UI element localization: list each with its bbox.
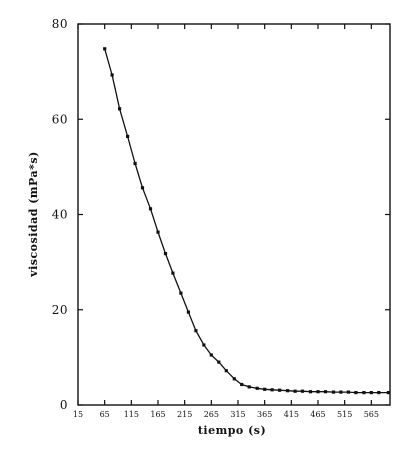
series-line — [104, 48, 389, 394]
data-point — [118, 107, 122, 111]
data-point — [202, 343, 206, 347]
data-point — [286, 389, 290, 393]
data-point — [377, 391, 381, 395]
x-tick-label: 165 — [150, 410, 165, 419]
x-tick-label: 365 — [257, 410, 272, 419]
data-point — [354, 391, 358, 395]
x-tick-label: 315 — [230, 410, 245, 419]
x-tick-label: 565 — [364, 410, 379, 419]
data-point — [148, 207, 153, 211]
data-point — [362, 391, 366, 395]
data-point — [323, 390, 328, 394]
x-tick-label: 115 — [124, 410, 139, 419]
y-axis-ticks: 0 20 40 60 80 — [52, 17, 390, 412]
data-point — [247, 385, 251, 389]
data-point — [255, 386, 259, 390]
plot-frame — [77, 23, 391, 406]
x-tick-label: 15 — [73, 410, 83, 419]
data-point — [232, 377, 236, 381]
data-point — [308, 390, 313, 394]
data-point — [171, 271, 175, 275]
data-point — [346, 390, 350, 394]
x-tick-label: 215 — [177, 410, 192, 419]
data-point — [186, 310, 190, 314]
data-point — [278, 388, 282, 392]
data-point — [209, 353, 213, 357]
data-point — [179, 291, 183, 295]
data-point — [224, 369, 228, 373]
x-tick-label: 465 — [310, 410, 325, 419]
x-tick-label: 265 — [204, 410, 219, 419]
data-point — [133, 161, 137, 166]
data-point — [126, 134, 130, 138]
data-point — [369, 391, 373, 395]
x-axis-ticks: 15 65 115 165 215 265 315 365 415 465 515 565 — [73, 24, 379, 419]
data-point — [386, 391, 390, 395]
y-tick-label: 60 — [52, 112, 68, 126]
series-layer — [103, 47, 390, 395]
y-tick-label: 0 — [60, 398, 68, 412]
data-point — [217, 360, 221, 364]
data-point — [103, 47, 107, 51]
data-point — [140, 186, 145, 190]
data-point — [194, 329, 198, 333]
x-tick-label: 515 — [337, 410, 352, 419]
y-tick-label: 80 — [52, 17, 68, 31]
y-tick-label: 40 — [52, 208, 68, 222]
data-point — [331, 390, 336, 394]
data-point — [240, 382, 244, 387]
y-tick-label: 20 — [52, 303, 68, 317]
data-point — [270, 388, 274, 392]
data-point — [339, 390, 343, 394]
data-point — [163, 252, 168, 256]
x-axis-title: tiempo (s) — [198, 424, 266, 437]
data-point — [316, 390, 320, 394]
y-axis-title: viscosidad (mPa*s) — [27, 151, 40, 278]
data-point — [300, 389, 305, 393]
data-point — [263, 387, 267, 391]
x-tick-label: 65 — [100, 410, 110, 419]
data-point — [293, 389, 297, 393]
x-tick-label: 415 — [284, 410, 299, 419]
data-point — [110, 73, 114, 77]
data-point — [156, 230, 160, 234]
